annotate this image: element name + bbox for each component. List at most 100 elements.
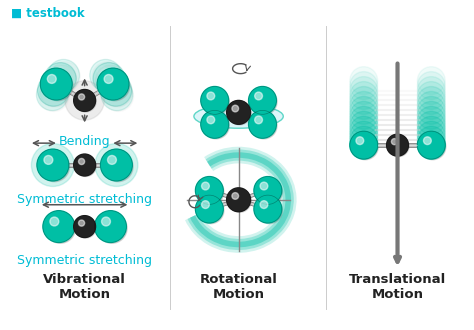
Circle shape [418, 72, 445, 99]
Circle shape [256, 197, 283, 224]
Circle shape [389, 92, 406, 109]
Circle shape [79, 220, 85, 226]
Circle shape [45, 81, 54, 90]
Circle shape [389, 102, 406, 119]
Circle shape [37, 149, 69, 181]
Circle shape [90, 59, 122, 91]
Circle shape [350, 126, 378, 154]
Circle shape [255, 116, 263, 124]
Circle shape [418, 106, 445, 134]
Circle shape [100, 69, 109, 78]
Circle shape [203, 113, 229, 139]
Circle shape [104, 75, 113, 83]
Circle shape [79, 94, 85, 100]
Circle shape [350, 91, 378, 119]
Circle shape [100, 149, 132, 181]
Circle shape [350, 131, 378, 159]
Text: Symmetric stretching: Symmetric stretching [17, 193, 152, 206]
Circle shape [251, 113, 277, 139]
Circle shape [350, 82, 378, 109]
Circle shape [389, 121, 406, 139]
Circle shape [195, 195, 223, 223]
Circle shape [55, 66, 64, 75]
Circle shape [43, 211, 75, 243]
Circle shape [201, 182, 210, 190]
Circle shape [350, 131, 378, 159]
Circle shape [389, 126, 406, 144]
Circle shape [227, 100, 250, 124]
Circle shape [356, 137, 364, 145]
Circle shape [227, 188, 250, 212]
Circle shape [36, 79, 68, 111]
Circle shape [195, 177, 223, 204]
Circle shape [46, 213, 75, 243]
Text: Bending: Bending [59, 135, 110, 148]
Circle shape [350, 106, 378, 134]
Circle shape [418, 131, 445, 159]
Text: Translational
Motion: Translational Motion [349, 273, 446, 301]
Circle shape [73, 216, 96, 238]
Circle shape [100, 71, 130, 101]
Circle shape [100, 74, 132, 106]
Circle shape [207, 116, 215, 124]
Text: Vibrational
Motion: Vibrational Motion [43, 273, 126, 301]
Circle shape [418, 96, 445, 124]
Circle shape [350, 96, 378, 124]
Circle shape [40, 68, 72, 100]
Circle shape [44, 85, 52, 94]
Text: ■ testbook: ■ testbook [11, 7, 85, 20]
Circle shape [93, 63, 125, 94]
Circle shape [73, 154, 96, 176]
Circle shape [65, 81, 104, 120]
Circle shape [418, 111, 445, 139]
Circle shape [251, 88, 277, 115]
Circle shape [350, 77, 378, 104]
Circle shape [75, 156, 96, 177]
Circle shape [423, 137, 431, 145]
Text: Symmetric stretching: Symmetric stretching [17, 254, 152, 267]
Circle shape [254, 177, 282, 204]
Circle shape [108, 155, 117, 164]
Circle shape [418, 121, 445, 149]
Circle shape [418, 116, 445, 144]
Circle shape [75, 217, 96, 238]
Text: Rotational
Motion: Rotational Motion [200, 273, 277, 301]
Circle shape [392, 139, 398, 145]
Circle shape [51, 69, 60, 78]
Circle shape [203, 88, 229, 115]
Circle shape [248, 111, 276, 138]
Circle shape [350, 121, 378, 149]
Circle shape [43, 71, 73, 101]
Circle shape [418, 101, 445, 129]
Circle shape [418, 67, 445, 94]
Circle shape [201, 86, 228, 114]
Circle shape [418, 82, 445, 109]
Circle shape [232, 105, 238, 112]
Circle shape [389, 87, 406, 104]
Circle shape [350, 72, 378, 99]
Circle shape [418, 131, 445, 159]
Circle shape [350, 111, 378, 139]
Circle shape [232, 193, 238, 199]
Circle shape [389, 131, 406, 149]
Circle shape [50, 217, 59, 226]
Circle shape [95, 144, 138, 186]
Circle shape [39, 151, 70, 182]
Circle shape [31, 144, 74, 186]
Circle shape [73, 89, 96, 111]
Circle shape [418, 86, 445, 114]
Circle shape [418, 77, 445, 104]
Circle shape [350, 67, 378, 94]
Circle shape [389, 97, 406, 114]
Circle shape [198, 179, 224, 205]
Circle shape [350, 116, 378, 144]
Circle shape [198, 197, 224, 224]
Circle shape [45, 63, 76, 94]
Circle shape [352, 133, 378, 160]
Circle shape [37, 74, 69, 106]
Circle shape [388, 136, 409, 157]
Circle shape [418, 126, 445, 154]
Circle shape [248, 86, 276, 114]
Circle shape [350, 101, 378, 129]
Circle shape [256, 179, 283, 205]
